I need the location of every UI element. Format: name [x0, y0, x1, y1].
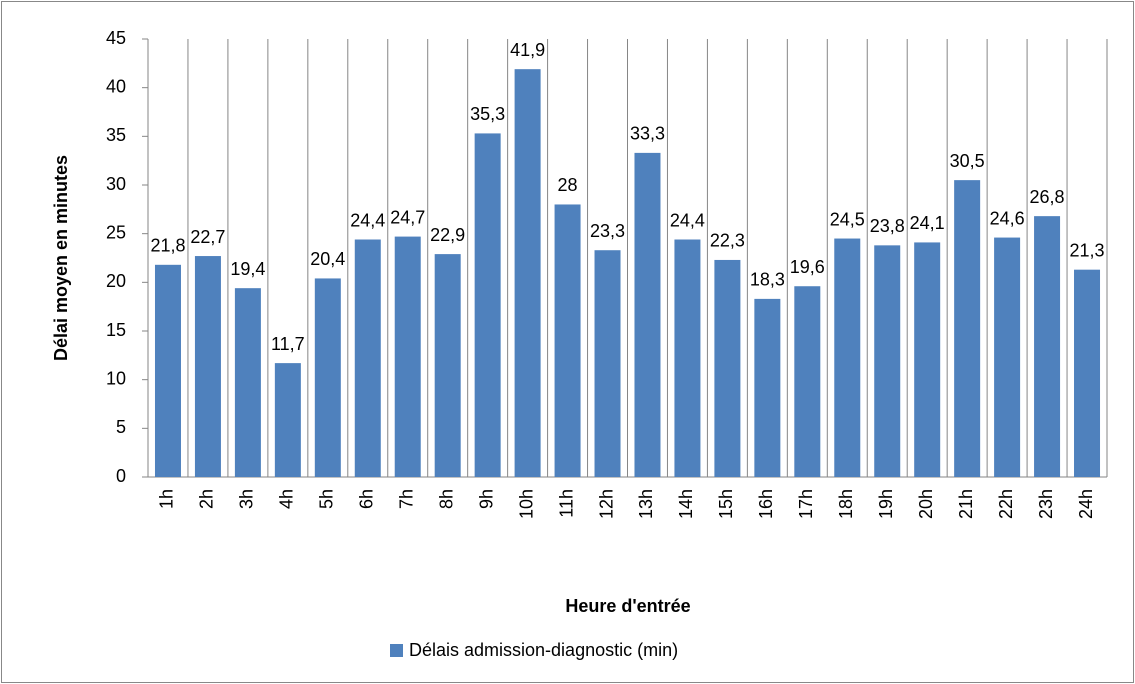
data-label: 24,4: [350, 210, 385, 230]
data-label: 22,9: [430, 225, 465, 245]
bar: [194, 256, 221, 477]
bar: [954, 180, 981, 477]
x-tick-label: 7h: [396, 489, 416, 509]
bar: [154, 264, 181, 477]
data-label: 24,4: [670, 210, 705, 230]
bar: [594, 250, 621, 477]
data-label: 22,7: [190, 227, 225, 247]
bar: [434, 254, 461, 477]
y-tick-label: 40: [106, 76, 126, 96]
data-label: 24,1: [910, 213, 945, 233]
y-tick-label: 0: [116, 466, 126, 486]
bar: [394, 236, 421, 477]
data-label: 26,8: [1030, 187, 1065, 207]
bar: [794, 286, 821, 477]
x-tick-label: 16h: [756, 489, 776, 519]
y-axis-title: Délai moyen en minutes: [51, 155, 71, 361]
data-label: 19,6: [790, 257, 825, 277]
legend-label: Délais admission-diagnostic (min): [409, 640, 678, 660]
x-tick-label: 18h: [836, 489, 856, 519]
x-tick-label: 2h: [197, 489, 217, 509]
y-tick-label: 45: [106, 28, 126, 48]
data-label: 35,3: [470, 104, 505, 124]
x-tick-label: 14h: [676, 489, 696, 519]
data-label: 24,5: [830, 209, 865, 229]
x-tick-label: 11h: [556, 489, 576, 518]
bar: [1074, 269, 1101, 477]
bar: [554, 204, 581, 477]
x-tick-label: 13h: [636, 489, 656, 519]
data-label: 41,9: [510, 40, 545, 60]
data-label: 33,3: [630, 124, 665, 144]
data-label: 28: [558, 175, 578, 195]
y-tick-label: 10: [106, 368, 126, 388]
bar: [234, 288, 261, 477]
x-tick-label: 1h: [157, 489, 177, 509]
y-tick-label: 25: [106, 222, 126, 242]
x-tick-label: 19h: [876, 489, 896, 519]
x-tick-label: 21h: [956, 489, 976, 519]
x-tick-label: 5h: [317, 489, 337, 509]
bar: [834, 238, 861, 477]
y-tick-label: 20: [106, 271, 126, 291]
bar: [874, 245, 901, 477]
x-tick-label: 23h: [1036, 489, 1056, 519]
data-label: 30,5: [950, 151, 985, 171]
data-label: 11,7: [271, 334, 305, 354]
data-label: 23,8: [870, 216, 905, 236]
x-tick-label: 3h: [237, 489, 257, 509]
x-tick-label: 8h: [436, 489, 456, 509]
bar: [754, 298, 781, 477]
bar: [474, 133, 501, 477]
bar: [914, 242, 941, 477]
x-tick-label: 17h: [796, 489, 816, 519]
bar: [994, 237, 1021, 477]
x-axis-title: Heure d'entrée: [565, 596, 690, 616]
x-tick-label: 9h: [476, 489, 496, 509]
legend-swatch: [390, 644, 403, 657]
bar: [1034, 216, 1061, 477]
data-label: 21,3: [1069, 240, 1104, 260]
bar: [274, 363, 301, 477]
data-label: 19,4: [230, 259, 265, 279]
x-tick-label: 10h: [516, 489, 536, 519]
x-tick-label: 12h: [596, 489, 616, 519]
bar: [714, 259, 741, 477]
y-tick-label: 35: [106, 125, 126, 145]
data-label: 22,3: [710, 231, 745, 251]
x-tick-label: 6h: [357, 489, 377, 509]
bar: [354, 239, 381, 477]
bar: [674, 239, 701, 477]
y-tick-label: 30: [106, 174, 126, 194]
data-label: 20,4: [310, 249, 345, 269]
data-label: 18,3: [750, 270, 785, 290]
x-tick-label: 4h: [277, 489, 297, 509]
x-tick-label: 24h: [1076, 489, 1096, 519]
data-label: 24,6: [990, 208, 1025, 228]
x-tick-label: 15h: [716, 489, 736, 519]
data-label: 23,3: [590, 221, 625, 241]
x-tick-label: 20h: [916, 489, 936, 519]
y-tick-label: 5: [116, 417, 126, 437]
data-label: 21,8: [150, 236, 185, 256]
x-tick-label: 22h: [996, 489, 1016, 519]
bar: [314, 278, 341, 477]
bar: [634, 152, 661, 477]
bar: [514, 69, 541, 477]
y-tick-label: 15: [106, 320, 126, 340]
data-label: 24,7: [390, 207, 425, 227]
